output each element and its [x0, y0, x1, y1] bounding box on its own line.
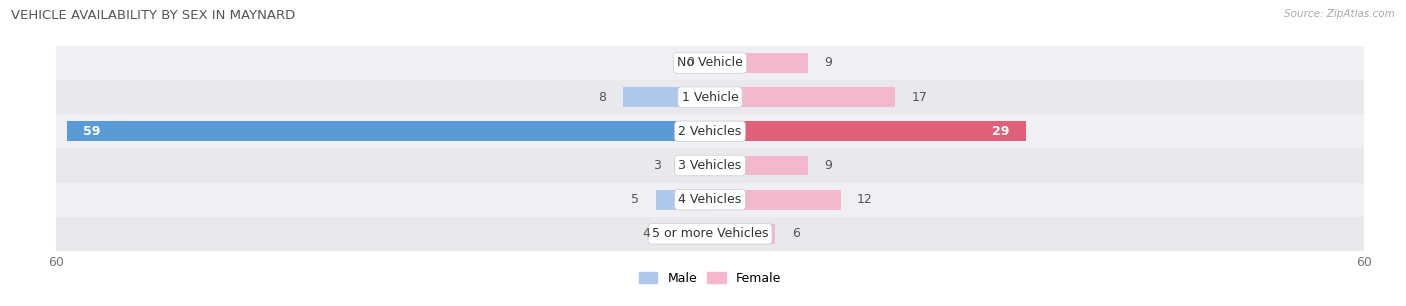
Bar — [56, 80, 1364, 114]
Text: 0: 0 — [686, 57, 693, 69]
Text: VEHICLE AVAILABILITY BY SEX IN MAYNARD: VEHICLE AVAILABILITY BY SEX IN MAYNARD — [11, 9, 295, 22]
Text: 8: 8 — [599, 91, 606, 104]
Text: 59: 59 — [83, 125, 101, 138]
Legend: Male, Female: Male, Female — [634, 267, 786, 290]
Text: 3: 3 — [654, 159, 661, 172]
Text: 6: 6 — [792, 227, 800, 240]
Bar — [666, 224, 710, 244]
Text: 29: 29 — [993, 125, 1010, 138]
Text: 5: 5 — [631, 193, 640, 206]
Text: 2 Vehicles: 2 Vehicles — [679, 125, 741, 138]
Bar — [655, 190, 710, 210]
Bar — [710, 87, 896, 107]
Text: 4 Vehicles: 4 Vehicles — [679, 193, 741, 206]
Text: 9: 9 — [824, 57, 832, 69]
Text: 1 Vehicle: 1 Vehicle — [682, 91, 738, 104]
Bar — [56, 46, 1364, 80]
Bar — [56, 217, 1364, 251]
Bar — [710, 190, 841, 210]
Text: 17: 17 — [911, 91, 928, 104]
Text: 5 or more Vehicles: 5 or more Vehicles — [652, 227, 768, 240]
Bar — [56, 148, 1364, 183]
Bar — [710, 53, 808, 73]
Bar — [710, 121, 1026, 141]
Bar — [56, 183, 1364, 217]
Text: No Vehicle: No Vehicle — [678, 57, 742, 69]
Text: 4: 4 — [643, 227, 650, 240]
Bar — [678, 155, 710, 175]
Text: Source: ZipAtlas.com: Source: ZipAtlas.com — [1284, 9, 1395, 19]
Text: 9: 9 — [824, 159, 832, 172]
Bar — [67, 121, 710, 141]
Bar — [56, 114, 1364, 148]
Bar — [710, 155, 808, 175]
Text: 3 Vehicles: 3 Vehicles — [679, 159, 741, 172]
Text: 12: 12 — [858, 193, 873, 206]
Bar — [623, 87, 710, 107]
Bar — [710, 224, 776, 244]
